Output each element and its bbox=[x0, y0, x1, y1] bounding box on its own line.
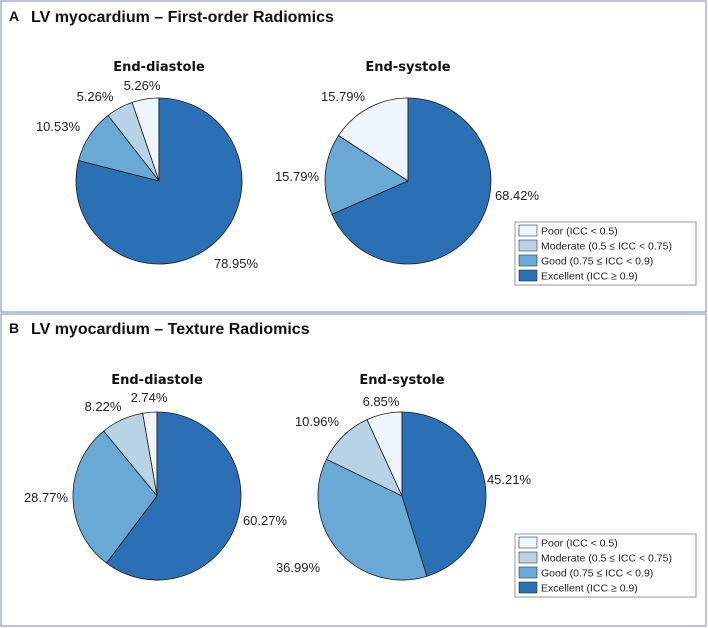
legend-a: Poor (ICC < 0.5) Moderate (0.5 ≤ ICC < 0.… bbox=[514, 221, 697, 286]
pie-slice-good bbox=[324, 135, 409, 215]
legend-swatch-poor bbox=[518, 536, 538, 549]
panel-b-frame bbox=[0, 313, 707, 627]
legend-label-excellent: Excellent (ICC ≥ 0.9) bbox=[541, 583, 638, 595]
panel-b-letter: B bbox=[9, 320, 19, 336]
slice-label-poor: 2.74% bbox=[131, 390, 168, 405]
slice-label-excellent: 78.95% bbox=[214, 256, 259, 271]
pie-a-systole-title: End-systole bbox=[365, 60, 450, 75]
panel-a-title: LV myocardium – First-order Radiomics bbox=[31, 9, 334, 26]
legend-frame bbox=[514, 533, 697, 598]
legend-swatch-poor bbox=[518, 224, 538, 237]
slice-label-excellent: 68.42% bbox=[495, 188, 540, 203]
pie-b-systole: 6.85% 10.96% 36.99% 45.21% bbox=[276, 394, 532, 581]
slice-label-poor: 15.79% bbox=[321, 89, 366, 104]
slice-label-moderate: 5.26% bbox=[77, 89, 114, 104]
slice-label-poor: 6.85% bbox=[363, 394, 400, 409]
pie-a-diastole: 5.26% 5.26% 10.53% 78.95% bbox=[36, 78, 259, 271]
slice-label-excellent: 45.21% bbox=[487, 472, 532, 487]
legend-swatch-moderate bbox=[518, 239, 538, 252]
pie-slice-excellent bbox=[401, 411, 487, 577]
pie-b-systole-title: End-systole bbox=[359, 373, 444, 388]
legend-label-moderate: Moderate (0.5 ≤ ICC < 0.75) bbox=[541, 241, 672, 253]
pie-slice-excellent bbox=[105, 411, 242, 581]
legend-swatch-moderate bbox=[518, 551, 538, 564]
legend-label-moderate: Moderate (0.5 ≤ ICC < 0.75) bbox=[541, 553, 672, 565]
legend-label-excellent: Excellent (ICC ≥ 0.9) bbox=[541, 271, 638, 283]
legend-swatch-excellent bbox=[518, 581, 538, 594]
pie-b-diastole-title: End-diastole bbox=[111, 373, 203, 388]
panel-a: A LV myocardium – First-order Radiomics … bbox=[0, 0, 707, 313]
legend-swatch-good bbox=[518, 566, 538, 579]
pie-slice-excellent bbox=[331, 97, 492, 265]
pie-slice-good bbox=[72, 430, 158, 564]
slice-label-good: 36.99% bbox=[276, 560, 321, 575]
slice-label-good: 15.79% bbox=[275, 169, 320, 184]
slice-label-moderate: 10.96% bbox=[295, 414, 340, 429]
legend-label-good: Good (0.75 ≤ ICC < 0.9) bbox=[541, 568, 653, 580]
slice-label-good: 28.77% bbox=[24, 490, 69, 505]
pie-b-diastole: 2.74% 8.22% 28.77% 60.27% bbox=[24, 390, 288, 581]
pie-a-diastole-title: End-diastole bbox=[113, 60, 205, 75]
panel-a-letter: A bbox=[9, 8, 19, 24]
slice-label-good: 10.53% bbox=[36, 119, 81, 134]
slice-label-poor: 5.26% bbox=[124, 78, 161, 93]
panel-b: B LV myocardium – Texture Radiomics End-… bbox=[0, 313, 707, 627]
legend-label-poor: Poor (ICC < 0.5) bbox=[541, 226, 618, 238]
slice-label-excellent: 60.27% bbox=[243, 513, 288, 528]
legend-b: Poor (ICC < 0.5) Moderate (0.5 ≤ ICC < 0.… bbox=[514, 533, 697, 598]
pie-slice-excellent bbox=[75, 97, 243, 265]
pie-slice-poor bbox=[337, 97, 409, 182]
pie-a-systole: 15.79% 15.79% 68.42% bbox=[275, 89, 540, 265]
legend-swatch-excellent bbox=[518, 269, 538, 282]
slice-label-moderate: 8.22% bbox=[85, 399, 122, 414]
legend-label-good: Good (0.75 ≤ ICC < 0.9) bbox=[541, 256, 653, 268]
pie-slice-good bbox=[317, 458, 428, 581]
legend-frame bbox=[514, 221, 697, 286]
panel-a-frame bbox=[0, 0, 707, 313]
legend-label-poor: Poor (ICC < 0.5) bbox=[541, 538, 618, 550]
legend-swatch-good bbox=[518, 254, 538, 267]
panel-b-title: LV myocardium – Texture Radiomics bbox=[31, 321, 310, 338]
